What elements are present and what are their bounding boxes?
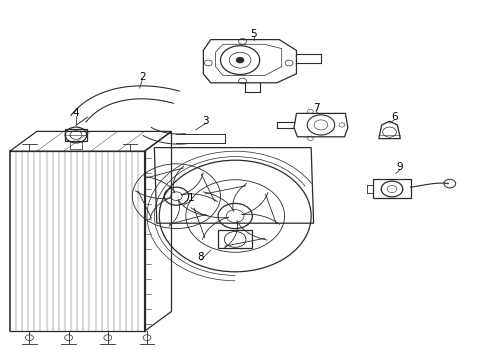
- Text: 3: 3: [202, 116, 209, 126]
- Text: 2: 2: [139, 72, 146, 82]
- Text: 1: 1: [188, 193, 195, 203]
- Text: 6: 6: [391, 112, 398, 122]
- Circle shape: [236, 57, 244, 63]
- Text: 9: 9: [396, 162, 403, 172]
- Text: 7: 7: [313, 103, 319, 113]
- Text: 5: 5: [250, 29, 257, 39]
- Text: 4: 4: [73, 108, 79, 118]
- Text: 8: 8: [197, 252, 204, 262]
